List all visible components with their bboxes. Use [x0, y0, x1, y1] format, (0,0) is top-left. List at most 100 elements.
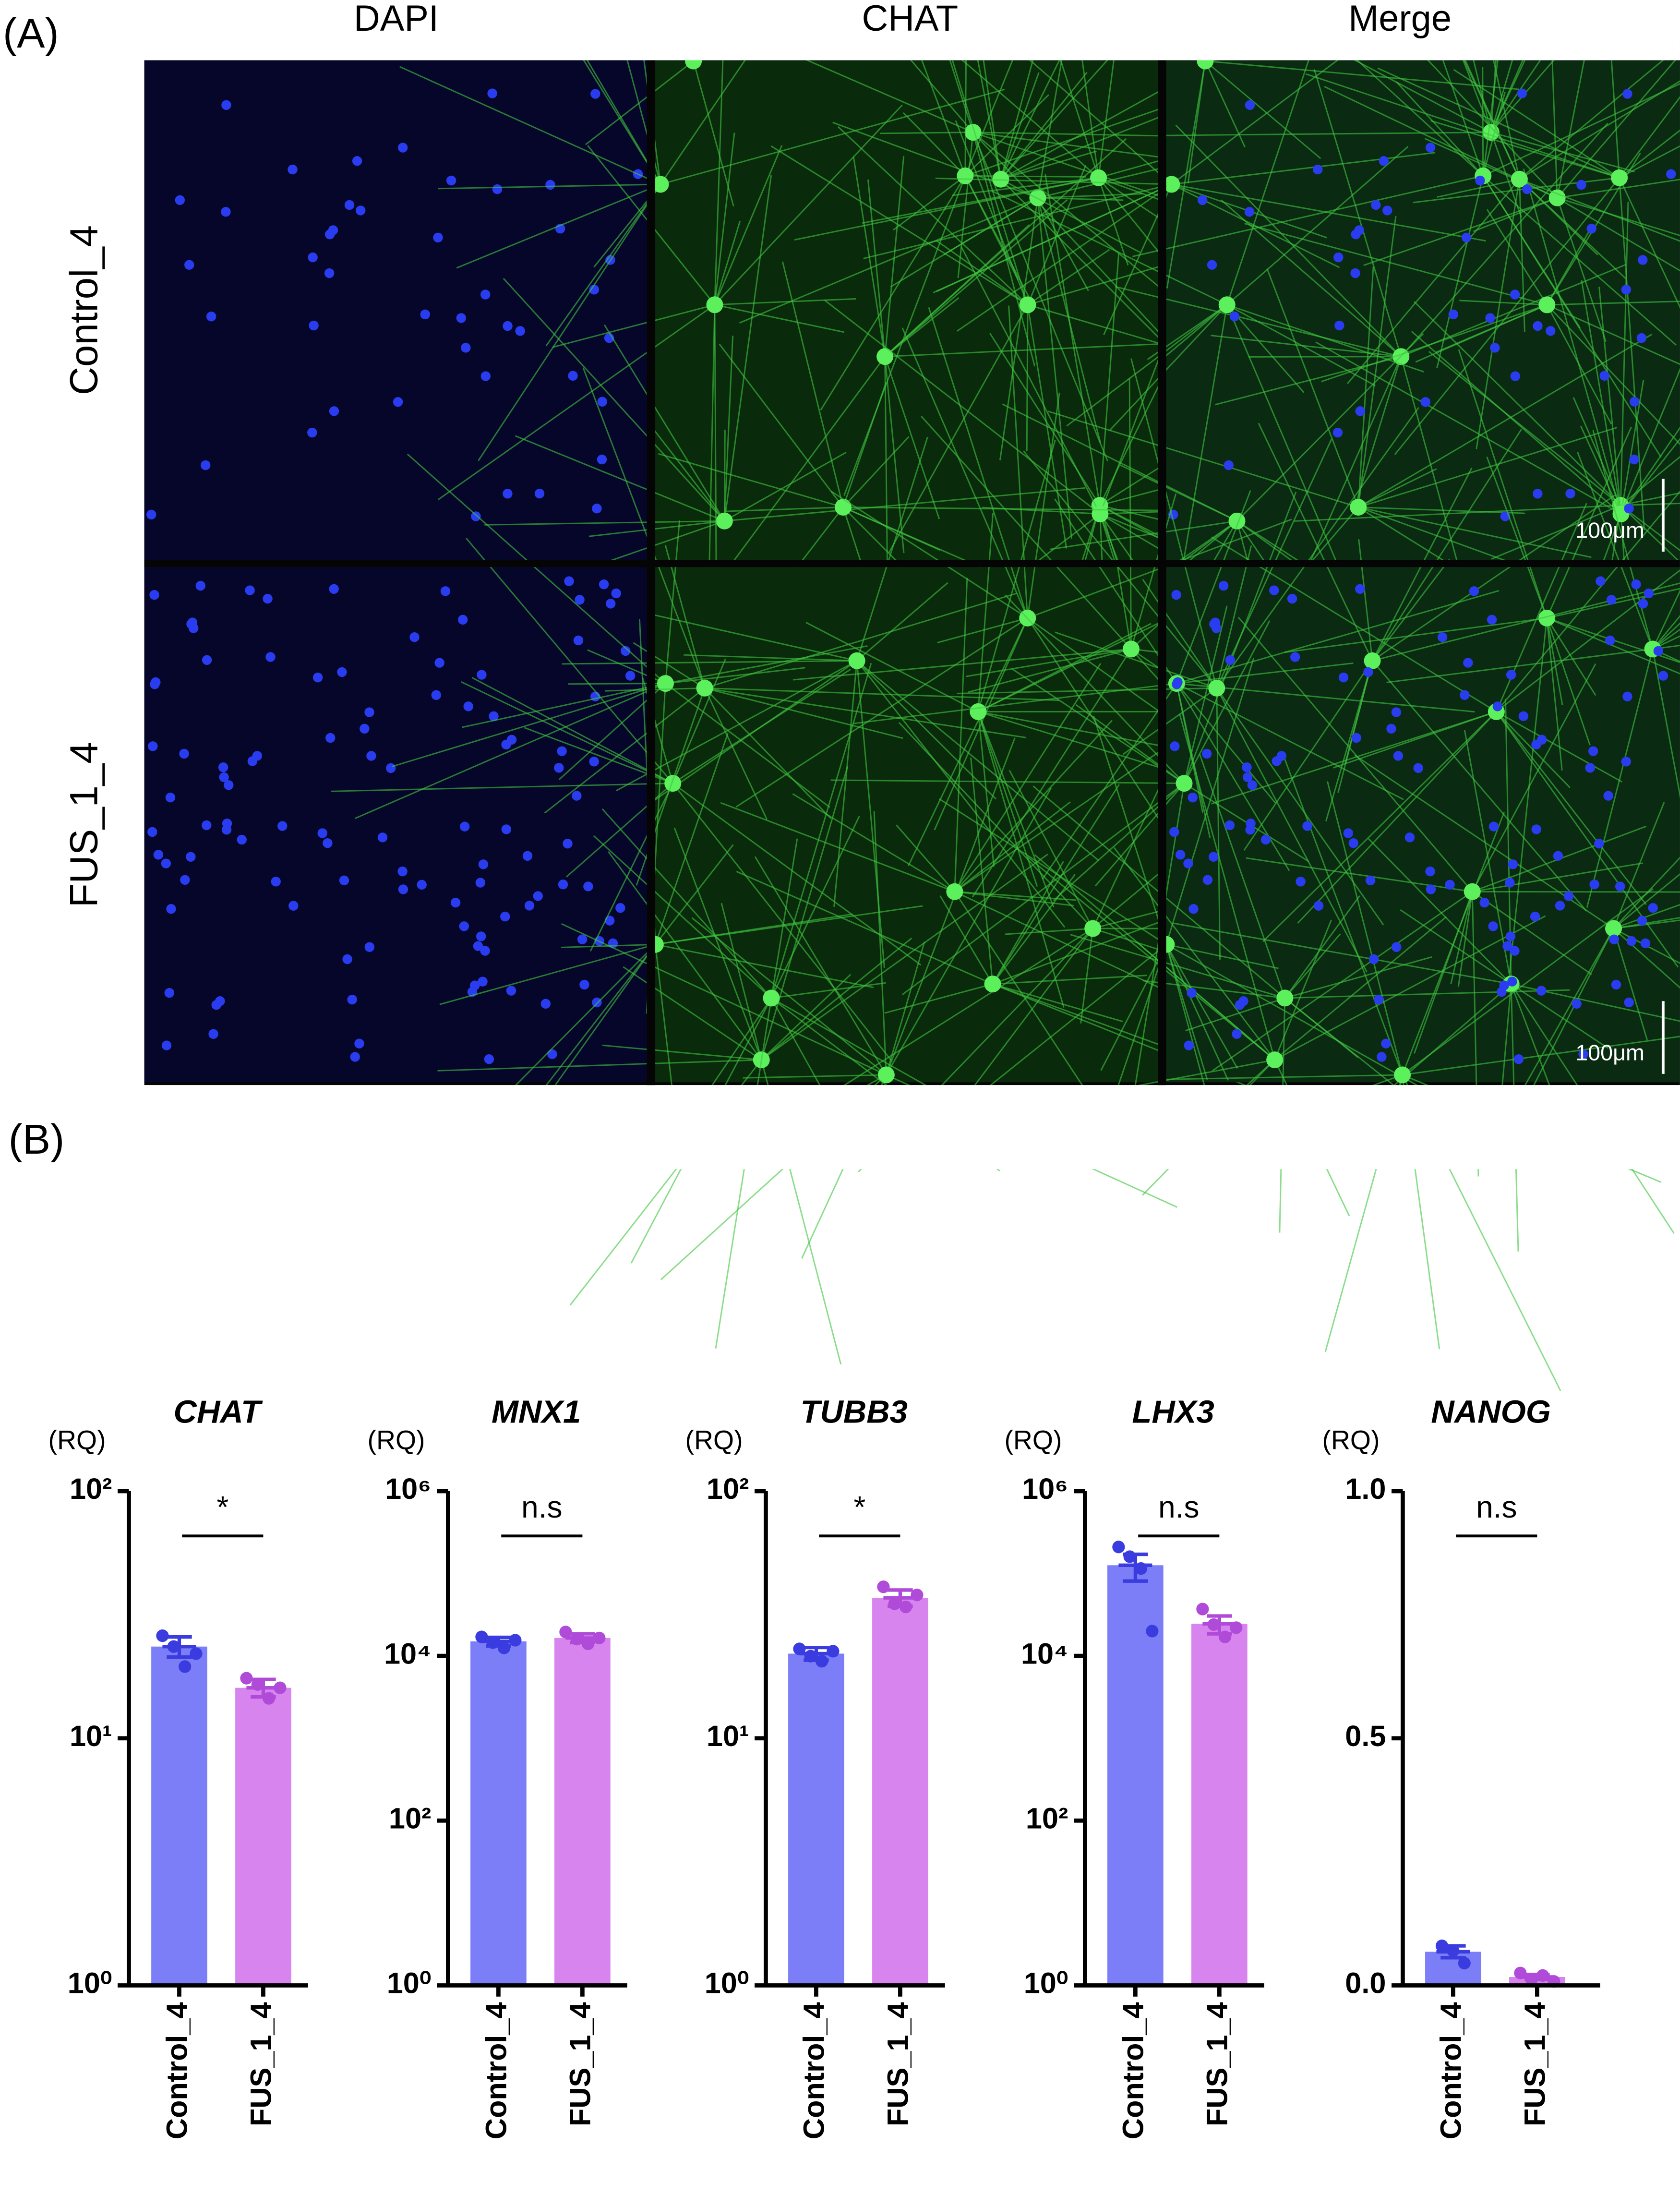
panel-label: (A) — [3, 10, 59, 57]
separator — [144, 560, 1680, 567]
nucleus — [325, 229, 335, 239]
neurite — [1620, 178, 1680, 324]
data-point — [274, 1681, 287, 1694]
y-tick-label: 10¹ — [70, 1720, 112, 1752]
neurite — [1557, 0, 1680, 198]
nucleus — [460, 821, 469, 831]
nucleus — [1638, 255, 1647, 265]
neurite — [1400, 910, 1511, 984]
nucleus — [1578, 1049, 1588, 1059]
nucleus — [589, 757, 599, 766]
nucleus — [1565, 489, 1575, 498]
nucleus — [572, 791, 581, 800]
neurite — [1200, 754, 1284, 998]
data-point — [251, 1678, 264, 1691]
nucleus — [1245, 207, 1254, 217]
nucleus — [1445, 880, 1454, 890]
neurite — [1327, 781, 1402, 1074]
nucleus — [149, 590, 159, 600]
nucleus — [557, 746, 566, 756]
soma — [1350, 499, 1367, 516]
soma — [1092, 506, 1108, 522]
neurite — [755, 856, 886, 1075]
chart-title: MNX1 — [492, 1394, 581, 1430]
neurite — [1005, 595, 1184, 783]
neurite — [1358, 428, 1617, 507]
y-tick-label: 10⁴ — [384, 1637, 431, 1670]
nucleus — [1421, 397, 1430, 407]
nucleus — [1381, 1038, 1391, 1048]
nucleus — [1530, 912, 1540, 921]
nucleus — [506, 986, 516, 995]
nucleus — [208, 1029, 218, 1039]
data-point — [1230, 1621, 1243, 1634]
neurite — [546, 184, 660, 346]
neurite — [955, 802, 1070, 892]
nucleus — [1644, 589, 1654, 598]
neurite — [1093, 716, 1166, 944]
neurite — [1217, 545, 1251, 688]
neurite — [623, 967, 761, 1060]
nucleus — [541, 999, 551, 1009]
neurite — [1620, 47, 1680, 178]
nucleus — [1261, 835, 1271, 844]
x-tick-label: Control_4 — [798, 2002, 830, 2139]
neurite — [724, 175, 771, 521]
nucleus — [366, 751, 376, 760]
neurite — [1217, 688, 1367, 972]
neurite — [1321, 305, 1547, 382]
neurite — [977, 54, 1001, 179]
nucleus — [154, 850, 163, 859]
nucleus — [547, 1049, 557, 1059]
neurite — [793, 649, 1131, 680]
bar — [788, 1653, 844, 1986]
neurite — [601, 521, 725, 564]
nucleus — [360, 724, 369, 734]
neurite — [1217, 688, 1383, 925]
neurite — [955, 892, 1092, 1101]
nucleus — [1426, 143, 1435, 152]
neurite — [1167, 61, 1205, 289]
nucleus — [1460, 690, 1469, 700]
nucleus — [503, 489, 512, 498]
neurite — [1205, 61, 1519, 89]
neurite — [1582, 280, 1621, 514]
neurite — [936, 184, 1172, 291]
neurite — [1412, 331, 1621, 514]
nucleus — [456, 313, 466, 323]
nucleus — [1587, 224, 1596, 233]
nucleus — [356, 205, 365, 215]
neurite — [874, 811, 886, 1075]
nucleus — [1183, 858, 1193, 868]
neurite — [1217, 688, 1220, 960]
nucleus — [605, 916, 614, 925]
separator — [647, 60, 656, 1085]
neurite — [886, 738, 1015, 1075]
neurite — [674, 828, 761, 1060]
nucleus — [1493, 701, 1502, 711]
neurite — [902, 328, 1028, 618]
y-tick-label: 0.5 — [1345, 1720, 1386, 1752]
soma — [706, 296, 723, 313]
nucleus — [1622, 89, 1632, 98]
nucleus — [1184, 1040, 1194, 1050]
nucleus — [476, 931, 486, 941]
neurite — [1095, 784, 1184, 886]
neurite — [885, 200, 1068, 357]
neurite — [1099, 178, 1128, 265]
neurite — [1358, 216, 1396, 507]
neurite — [889, 305, 1028, 553]
neurite — [1000, 198, 1038, 460]
neurite — [1483, 92, 1505, 176]
data-point — [262, 1692, 276, 1705]
neurite — [965, 56, 966, 176]
neurite — [1453, 70, 1619, 178]
neurite — [466, 538, 672, 784]
micrograph — [144, 567, 647, 1082]
neurite — [1620, 19, 1680, 178]
neurite — [552, 305, 715, 348]
nucleus — [1666, 169, 1676, 179]
y-tick-label: 10⁶ — [385, 1472, 431, 1505]
nucleus — [611, 589, 621, 598]
nucleus — [1202, 749, 1212, 759]
